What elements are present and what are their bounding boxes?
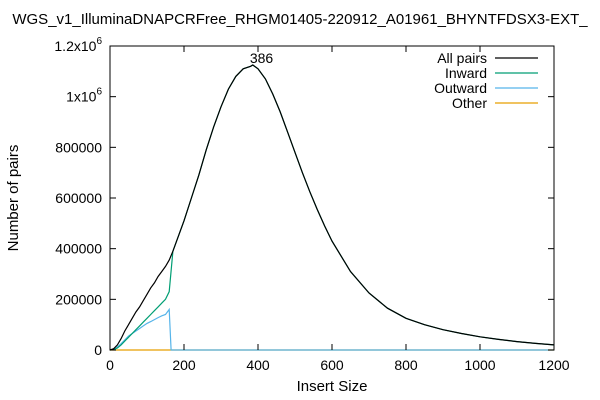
y-tick-label: 1x106 bbox=[66, 87, 102, 105]
tick-layer bbox=[109, 45, 555, 351]
plot-area bbox=[109, 45, 555, 351]
y-tick-labels: 0 200000 400000 600000 800000 1x106 1.2x106 bbox=[54, 36, 102, 358]
x-tick-label: 600 bbox=[320, 357, 344, 373]
legend-label: Other bbox=[452, 95, 487, 111]
x-axis-label: Insert Size bbox=[297, 378, 368, 395]
y-tick-label: 200000 bbox=[55, 291, 102, 307]
x-tick-label: 200 bbox=[172, 357, 196, 373]
y-tick-label: 0 bbox=[94, 342, 102, 358]
legend-label: All pairs bbox=[437, 50, 487, 66]
x-tick-label: 1000 bbox=[464, 357, 495, 373]
legend-label: Outward bbox=[434, 80, 487, 96]
series-line-inward bbox=[109, 64, 555, 351]
x-tick-label: 800 bbox=[394, 357, 418, 373]
series-line-all-pairs bbox=[109, 64, 555, 351]
y-axis-label: Number of pairs bbox=[5, 145, 22, 252]
y-tick-label: 1.2x106 bbox=[54, 36, 102, 54]
y-tick-label: 800000 bbox=[55, 139, 102, 155]
x-tick-label: 400 bbox=[246, 357, 270, 373]
x-tick-label: 1200 bbox=[538, 357, 569, 373]
series-layer bbox=[109, 64, 555, 351]
y-tick-label: 600000 bbox=[55, 190, 102, 206]
annotations: 386 bbox=[250, 50, 274, 66]
peak-annotation: 386 bbox=[250, 50, 274, 66]
y-tick-label: 400000 bbox=[55, 241, 102, 257]
x-tick-labels: 0 200 400 600 800 1000 1200 bbox=[106, 357, 570, 373]
legend-label: Inward bbox=[445, 65, 487, 81]
series-line-outward bbox=[109, 307, 554, 351]
x-tick-label: 0 bbox=[106, 357, 114, 373]
chart-title: WGS_v1_IlluminaDNAPCRFree_RHGM01405-2209… bbox=[12, 11, 588, 28]
plot-frame bbox=[109, 45, 555, 351]
